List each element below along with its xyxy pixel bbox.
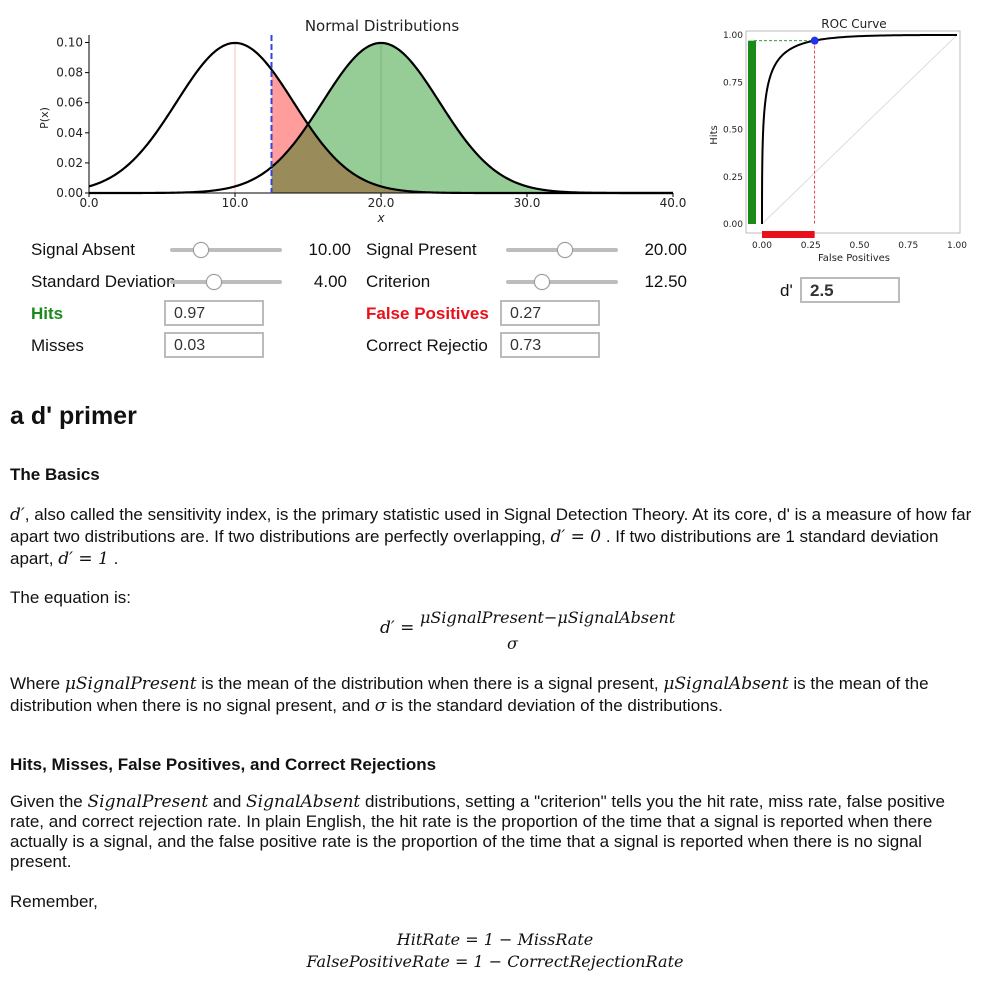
misses-field[interactable]: 0.03 bbox=[164, 332, 264, 358]
hits-label: Hits bbox=[31, 304, 64, 323]
criterion-text-2: and bbox=[212, 792, 242, 811]
equation-numerator: μSignalPresent−μSignalAbsent bbox=[420, 608, 676, 627]
sigma-symbol: σ bbox=[374, 696, 387, 716]
normal-plot-xtick-label: 30.0 bbox=[514, 196, 541, 210]
roc-plot-yticks: 0.00 0.25 0.50 0.75 1.00 bbox=[723, 31, 743, 230]
roc-xtick-label: 0.00 bbox=[752, 241, 772, 251]
normal-plot-ytick-label: 0.00 bbox=[56, 186, 83, 200]
normal-plot-ytick-label: 0.04 bbox=[56, 126, 83, 140]
correct-rejections-label: Correct Rejectio bbox=[366, 336, 488, 355]
normal-plot-xtick-label: 0.0 bbox=[79, 196, 98, 210]
roc-hits-bar bbox=[748, 40, 756, 224]
false-positives-label: False Positives bbox=[366, 304, 489, 323]
mu-signal-present-symbol: μSignalPresent bbox=[64, 674, 197, 694]
hits-field[interactable]: 0.97 bbox=[164, 300, 264, 326]
roc-chance-diagonal bbox=[761, 34, 958, 225]
criterion-text-3: distributions, setting a "criterion" tel… bbox=[10, 792, 945, 871]
standard-deviation-value: 4.00 bbox=[313, 272, 347, 291]
roc-xtick-label: 1.00 bbox=[947, 241, 967, 251]
normal-plot-ytick-label: 0.08 bbox=[56, 66, 83, 80]
roc-xtick-label: 0.25 bbox=[801, 241, 821, 251]
dprime-field[interactable]: 2.5 bbox=[800, 277, 900, 303]
criterion-paragraph: Given the SignalPresent and SignalAbsent… bbox=[10, 792, 980, 872]
correct-rejections-field[interactable]: 0.73 bbox=[500, 332, 600, 358]
basics-text-2: . If two distributions are 1 standard de… bbox=[10, 527, 939, 568]
hits-area bbox=[271, 42, 673, 193]
dprime-label: d' bbox=[780, 281, 793, 300]
criterion-slider[interactable] bbox=[506, 274, 618, 290]
false-positive-rate-equation: FalsePositiveRate = 1 − CorrectRejection… bbox=[306, 952, 684, 971]
criterion-slider-handle[interactable] bbox=[533, 274, 550, 290]
normal-distributions-plot: Normal Distributions P(x) x 0.000.020.04… bbox=[38, 17, 686, 225]
hit-rate-equation: HitRate = 1 − MissRate bbox=[396, 930, 594, 949]
misses-label: Misses bbox=[31, 336, 84, 355]
roc-false-positives-bar bbox=[762, 231, 815, 238]
standard-deviation-slider-handle[interactable] bbox=[205, 274, 222, 290]
roc-ytick-label: 0.75 bbox=[723, 78, 743, 88]
signal-present-value: 20.00 bbox=[644, 240, 687, 259]
criterion-label: Criterion bbox=[366, 272, 431, 291]
equation-lhs: d′ = bbox=[380, 618, 415, 638]
hits-misses-heading: Hits, Misses, False Positives, and Corre… bbox=[10, 755, 437, 774]
normal-plot-yticks: 0.00 0.02 0.04 0.06 0.08 0.10 bbox=[56, 36, 89, 200]
basics-heading: The Basics bbox=[10, 465, 100, 484]
where-text-1: Where bbox=[10, 674, 61, 693]
roc-ytick-label: 1.00 bbox=[723, 31, 743, 41]
basics-text-3: . bbox=[113, 549, 119, 568]
signal-present-slider-handle[interactable] bbox=[557, 242, 574, 258]
equation-intro: The equation is: bbox=[10, 588, 131, 607]
roc-plot-xticks: 0.00 0.25 0.50 0.75 1.00 bbox=[752, 241, 967, 251]
normal-plot-xticks: 0.0 10.0 20.0 30.0 40.0 bbox=[79, 193, 686, 210]
roc-xtick-label: 0.50 bbox=[849, 241, 869, 251]
signal-absent-symbol: SignalAbsent bbox=[246, 792, 361, 812]
normal-plot-ytick-label: 0.02 bbox=[56, 156, 83, 170]
signal-absent-label: Signal Absent bbox=[31, 240, 135, 259]
criterion-value: 12.50 bbox=[644, 272, 687, 291]
signal-present-label: Signal Present bbox=[366, 240, 477, 259]
roc-operating-point bbox=[810, 36, 819, 45]
where-paragraph: Where μSignalPresent is the mean of the … bbox=[10, 673, 980, 717]
roc-xtick-label: 0.75 bbox=[898, 241, 918, 251]
mu-signal-absent-symbol: μSignalAbsent bbox=[663, 674, 789, 694]
signal-absent-slider-handle[interactable] bbox=[193, 242, 210, 258]
normal-plot-xlabel: x bbox=[376, 211, 385, 225]
dprime-zero-eq: d′ = 0 bbox=[550, 527, 602, 547]
roc-plot: ROC Curve Hits False Positives 0.000.250… bbox=[709, 17, 967, 264]
standard-deviation-slider[interactable] bbox=[170, 274, 282, 290]
normal-plot-ytick-label: 0.06 bbox=[56, 96, 83, 110]
remember-text: Remember, bbox=[10, 892, 98, 911]
roc-plot-title: ROC Curve bbox=[821, 17, 886, 31]
normal-plot-xtick-label: 10.0 bbox=[222, 196, 249, 210]
normal-plot-xtick-label: 20.0 bbox=[368, 196, 395, 210]
roc-curve bbox=[761, 34, 957, 224]
where-text-4: is the standard deviation of the distrib… bbox=[391, 696, 723, 715]
standard-deviation-label: Standard Deviation bbox=[31, 272, 176, 291]
criterion-text-1: Given the bbox=[10, 792, 83, 811]
dprime-one-eq: d′ = 1 bbox=[58, 549, 109, 569]
basics-text-1: , also called the sensitivity index, is … bbox=[10, 505, 972, 546]
equation-denominator: σ bbox=[507, 634, 518, 653]
where-text-3: is the mean of the distribution when the… bbox=[10, 674, 929, 715]
roc-ytick-label: 0.50 bbox=[723, 126, 743, 136]
normal-plot-ytick-label: 0.10 bbox=[56, 36, 83, 50]
where-text-2: is the mean of the distribution when the… bbox=[201, 674, 659, 693]
normal-plot-ylabel: P(x) bbox=[38, 107, 51, 129]
roc-plot-ylabel: Hits bbox=[709, 125, 720, 144]
primer-title: a d' primer bbox=[10, 402, 137, 430]
false-positives-field[interactable]: 0.27 bbox=[500, 300, 600, 326]
signal-present-curve bbox=[89, 41, 673, 195]
normal-plot-xtick-label: 40.0 bbox=[660, 196, 687, 210]
roc-plot-frame bbox=[745, 30, 961, 234]
signal-absent-value: 10.00 bbox=[308, 240, 351, 259]
signal-present-symbol: SignalPresent bbox=[87, 792, 209, 812]
roc-ytick-label: 0.25 bbox=[723, 173, 743, 183]
basics-paragraph: d′, also called the sensitivity index, i… bbox=[10, 504, 980, 570]
roc-ytick-label: 0.00 bbox=[723, 220, 743, 230]
normal-plot-title: Normal Distributions bbox=[305, 17, 460, 35]
dprime-symbol: d′ bbox=[10, 505, 25, 525]
signal-present-slider[interactable] bbox=[506, 242, 618, 258]
roc-plot-xlabel: False Positives bbox=[818, 253, 890, 264]
signal-absent-slider[interactable] bbox=[170, 242, 282, 258]
